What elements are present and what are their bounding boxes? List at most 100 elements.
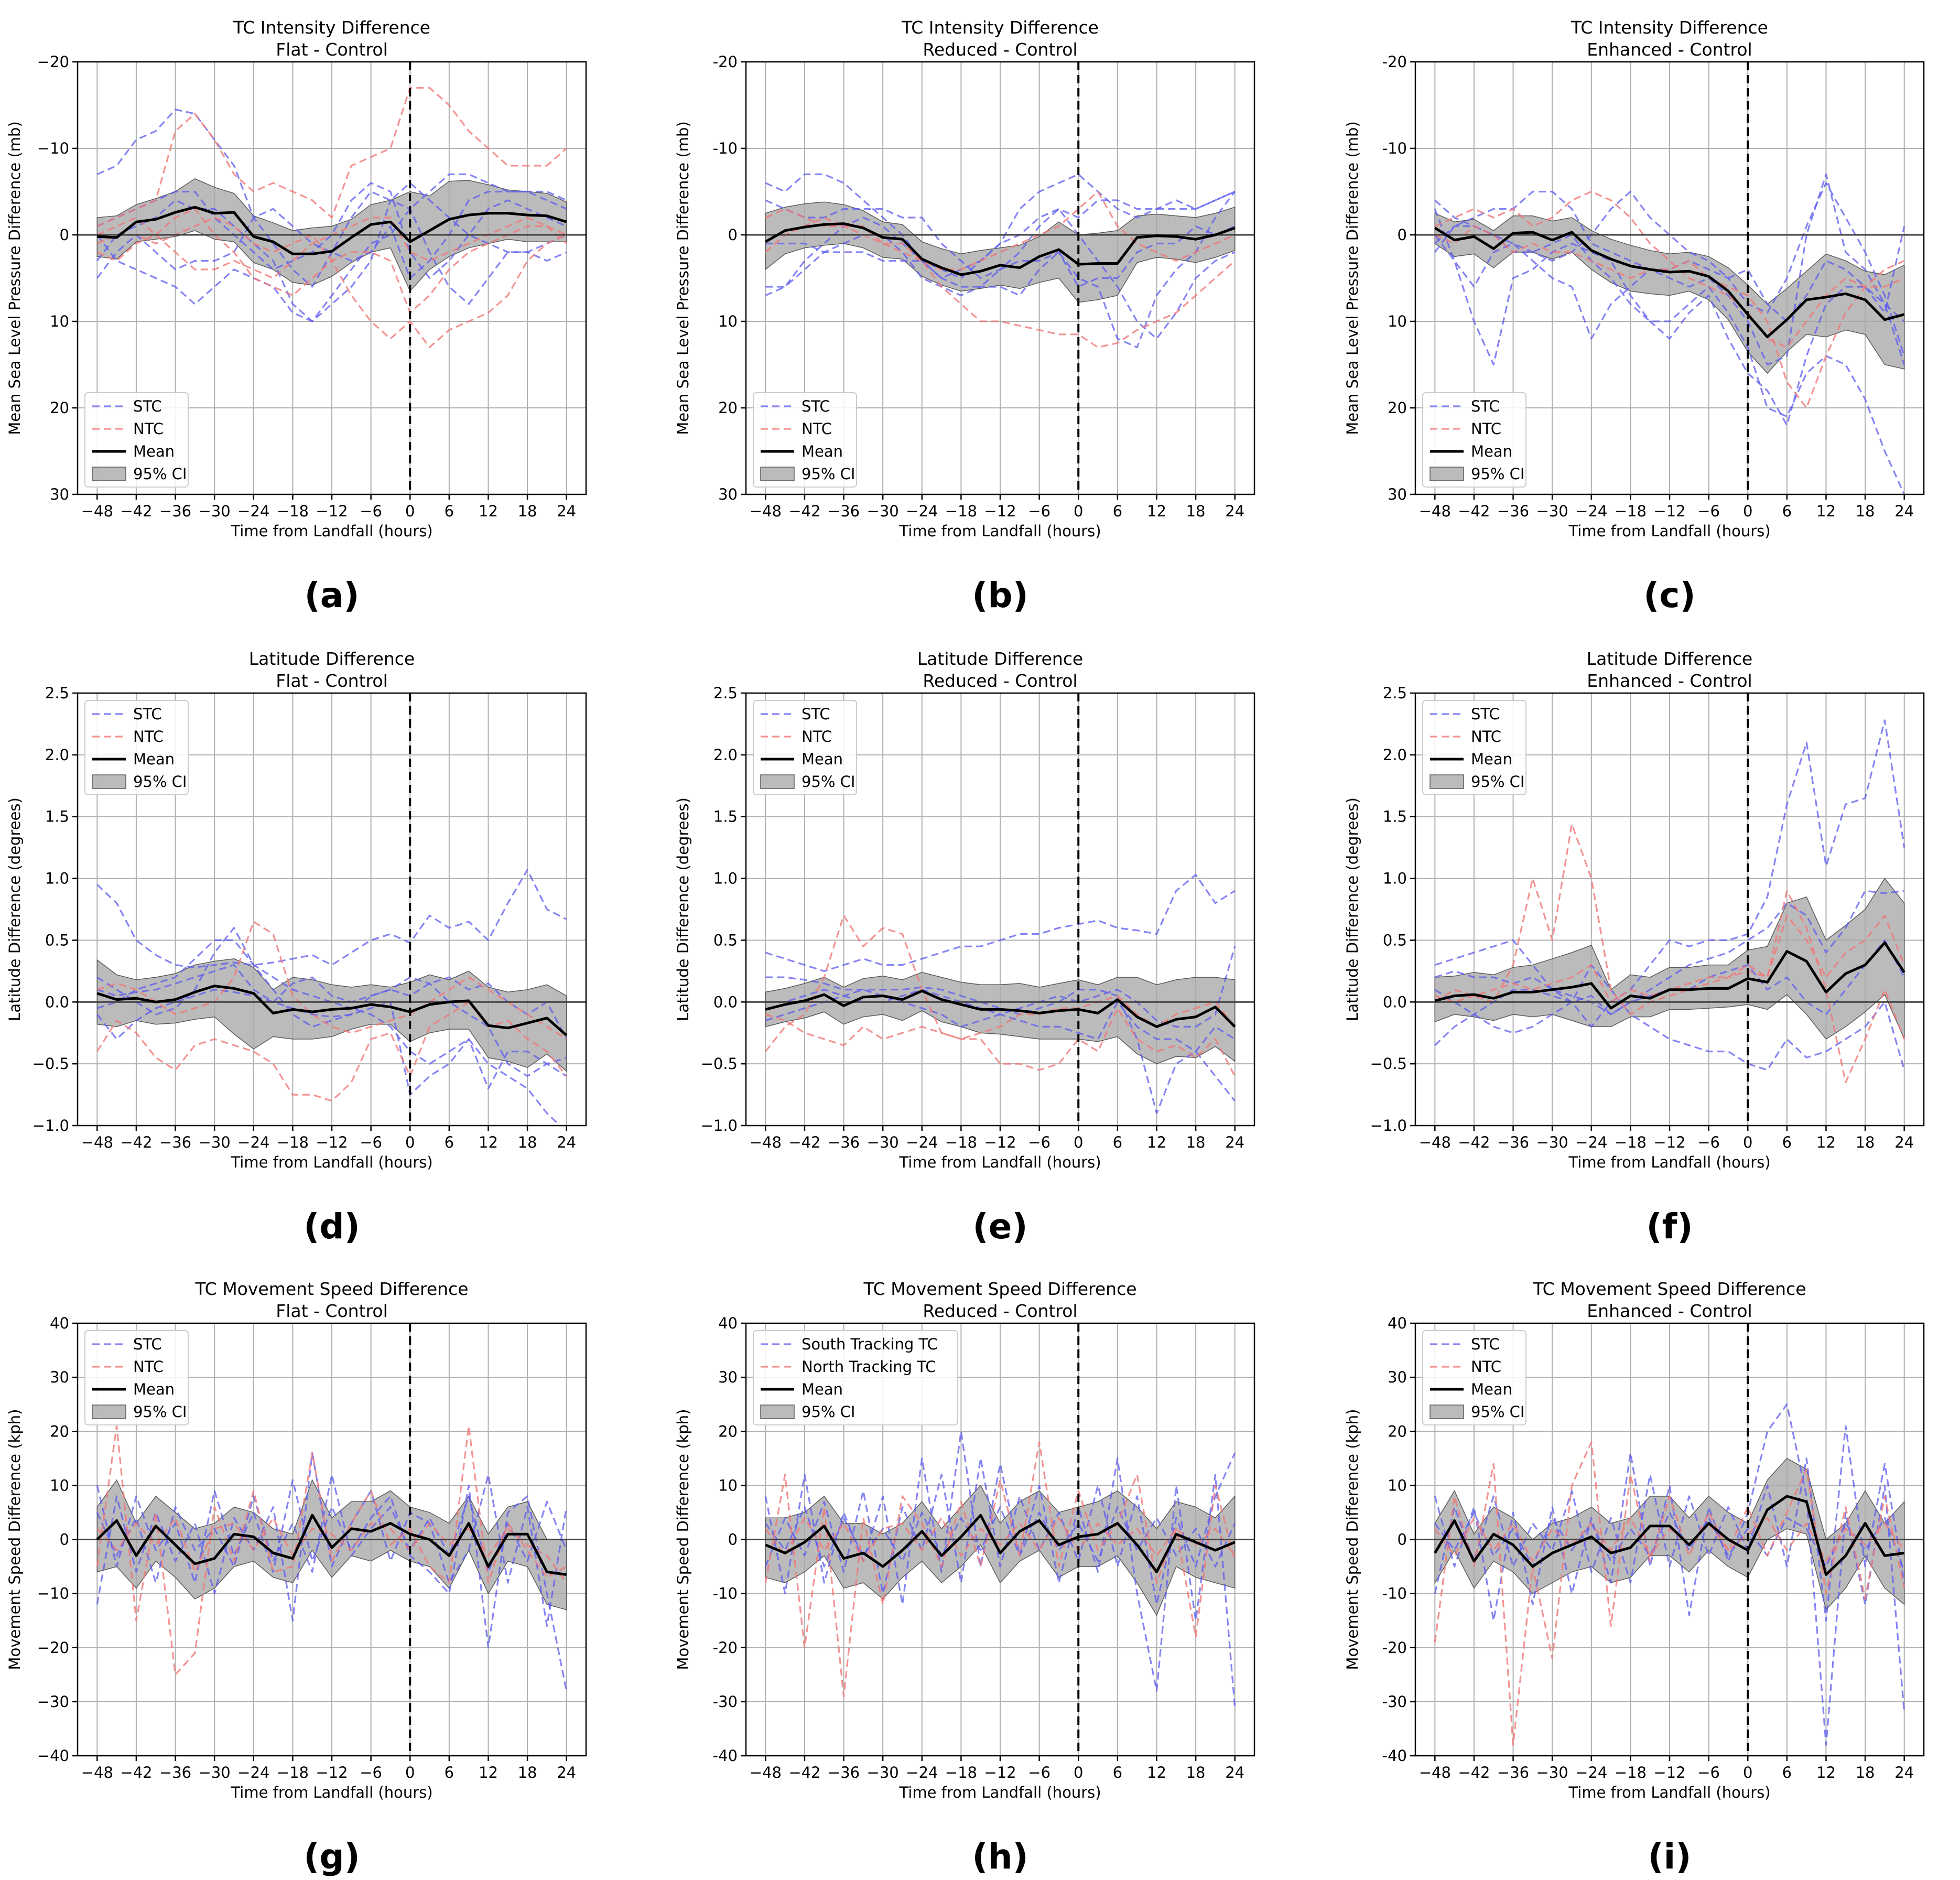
panel-a: −48 −42 −36 −30 −24 −18 −12 −6 0 6 12 18 24 −20 −10 0 10… (6, 17, 587, 615)
x-tick-label: −18 (1615, 1133, 1647, 1151)
x-tick-label: 12 (1816, 1133, 1836, 1151)
mean-series-line (1434, 1495, 1905, 1576)
ntc-series-line (765, 217, 1236, 349)
x-tick-label: −36 (159, 1764, 191, 1781)
y-tick-label: 20 (50, 399, 69, 417)
y-axis-label: Movement Speed Difference (kph) (674, 1409, 692, 1670)
y-tick-label: −30 (37, 1693, 69, 1711)
x-tick-label: −12 (316, 502, 348, 520)
y-tick-label: 1.5 (1383, 808, 1407, 826)
x-tick-label: 18 (518, 502, 537, 520)
y-tick-label: 0 (728, 1531, 738, 1549)
x-tick-label: −42 (1458, 502, 1490, 520)
stc-series-line (765, 199, 1236, 340)
mean-series-line (96, 1514, 567, 1576)
axis-ticks: −48 −42 −36 −30 −24 −18 −12 −6 0 6 12 18 24 −1.0 −0.5 0… (1370, 684, 1914, 1151)
x-tick-label: −6 (360, 502, 382, 520)
panel-h: −48 −42 −36 −30 −24 −18 −12 −6 0 6 12 18 24 -40 -30 -20… (674, 1279, 1255, 1877)
x-tick-label: 0 (1074, 1764, 1083, 1781)
legend-box (84, 1330, 189, 1425)
stc-series-line (96, 964, 568, 1040)
y-tick-label: 30 (1388, 1368, 1407, 1386)
panel-label: (e) (972, 1206, 1027, 1247)
panel-e: −48 −42 −36 −30 −24 −18 −12 −6 0 6 12 18 24 −1.0 −0.5 0… (674, 649, 1255, 1247)
y-tick-label: −40 (37, 1747, 69, 1765)
ntc-series-line (765, 1517, 1236, 1562)
x-tick-label: 0 (405, 1764, 415, 1781)
x-tick-label: 6 (1782, 1133, 1792, 1151)
x-tick-label: −36 (828, 1133, 860, 1151)
x-tick-label: −18 (945, 1764, 977, 1781)
stc-series-line (1434, 182, 1905, 356)
x-tick-label: −36 (828, 1764, 860, 1781)
y-tick-label: 0.0 (1383, 993, 1407, 1011)
x-tick-label: −6 (1028, 502, 1051, 520)
x-tick-label: −30 (867, 1133, 899, 1151)
legend-label: 95% CI (1471, 773, 1524, 791)
stc-series-line (1434, 1511, 1905, 1572)
plot-area (746, 62, 1254, 494)
x-tick-label: 6 (1113, 1133, 1122, 1151)
y-tick-label: -40 (1382, 1747, 1407, 1765)
stc-series-line (1434, 208, 1905, 426)
x-tick-label: 0 (1743, 1764, 1752, 1781)
chart-subtitle: Enhanced - Control (1587, 671, 1752, 691)
chart-title: Latitude Difference (249, 649, 415, 669)
y-tick-label: 2.5 (713, 684, 738, 702)
x-tick-label: −12 (316, 1133, 348, 1151)
x-tick-label: −36 (1497, 1764, 1529, 1781)
x-tick-label: −18 (277, 502, 309, 520)
y-axis-label: Latitude Difference (degrees) (6, 797, 24, 1021)
legend-label: 95% CI (1471, 465, 1524, 483)
panel-b: −48 −42 −36 −30 −24 −18 −12 −6 0 6 12 18 24 -20 -10 0 10… (674, 17, 1255, 615)
x-tick-label: −42 (788, 1764, 820, 1781)
x-tick-label: 0 (1074, 502, 1083, 520)
plot-area (78, 1323, 586, 1756)
x-tick-label: −42 (788, 502, 820, 520)
stc-series-line (96, 939, 567, 1077)
x-tick-label: 18 (1856, 502, 1875, 520)
x-axis-label: Time from Landfall (hours) (230, 1784, 432, 1801)
legend-label: STC (133, 1335, 162, 1353)
y-tick-label: 0 (728, 226, 738, 244)
x-axis-label: Time from Landfall (hours) (1568, 522, 1770, 540)
legend-label: NTC (133, 728, 164, 745)
x-tick-label: −48 (750, 502, 782, 520)
panel-label: (f) (1646, 1206, 1693, 1247)
y-tick-label: 10 (718, 312, 738, 330)
y-tick-label: -10 (713, 139, 738, 157)
y-tick-label: -20 (713, 53, 738, 71)
x-tick-label: −36 (828, 502, 860, 520)
ntc-series-line (765, 190, 1236, 271)
legend-label: STC (802, 397, 830, 415)
plot-area (746, 693, 1254, 1126)
x-tick-label: 24 (1225, 1764, 1244, 1781)
y-tick-label: 20 (718, 1422, 738, 1440)
y-tick-label: 0.0 (713, 993, 738, 1011)
legend: STC NTC Mean 95% CI (753, 700, 857, 795)
legend-label: NTC (1471, 420, 1501, 438)
plot-area (746, 1323, 1254, 1756)
x-tick-label: 0 (405, 502, 415, 520)
x-tick-label: 24 (557, 1764, 576, 1781)
y-tick-label: 0.0 (45, 993, 69, 1011)
chart-title: TC Intensity Difference (233, 17, 430, 38)
x-tick-label: −48 (1419, 1764, 1451, 1781)
ntc-series-line (96, 87, 567, 227)
x-tick-label: 0 (1743, 1133, 1752, 1151)
y-axis-label: Latitude Difference (degrees) (674, 797, 692, 1021)
y-tick-label: 20 (50, 1422, 69, 1440)
y-tick-label: 1.0 (713, 870, 738, 888)
y-axis-label: Movement Speed Difference (kph) (6, 1409, 24, 1670)
x-tick-label: −36 (159, 502, 191, 520)
legend-label: North Tracking TC (802, 1358, 936, 1376)
y-tick-label: 30 (718, 485, 738, 503)
y-tick-label: -40 (713, 1747, 738, 1765)
chart-title: TC Movement Speed Difference (194, 1279, 468, 1299)
panel-label: (g) (304, 1836, 360, 1877)
stc-series-line (96, 869, 567, 968)
x-axis-label: Time from Landfall (hours) (898, 522, 1101, 540)
x-tick-label: 6 (1782, 502, 1792, 520)
x-tick-label: −12 (984, 1764, 1016, 1781)
ntc-series-line (1434, 914, 1905, 1003)
